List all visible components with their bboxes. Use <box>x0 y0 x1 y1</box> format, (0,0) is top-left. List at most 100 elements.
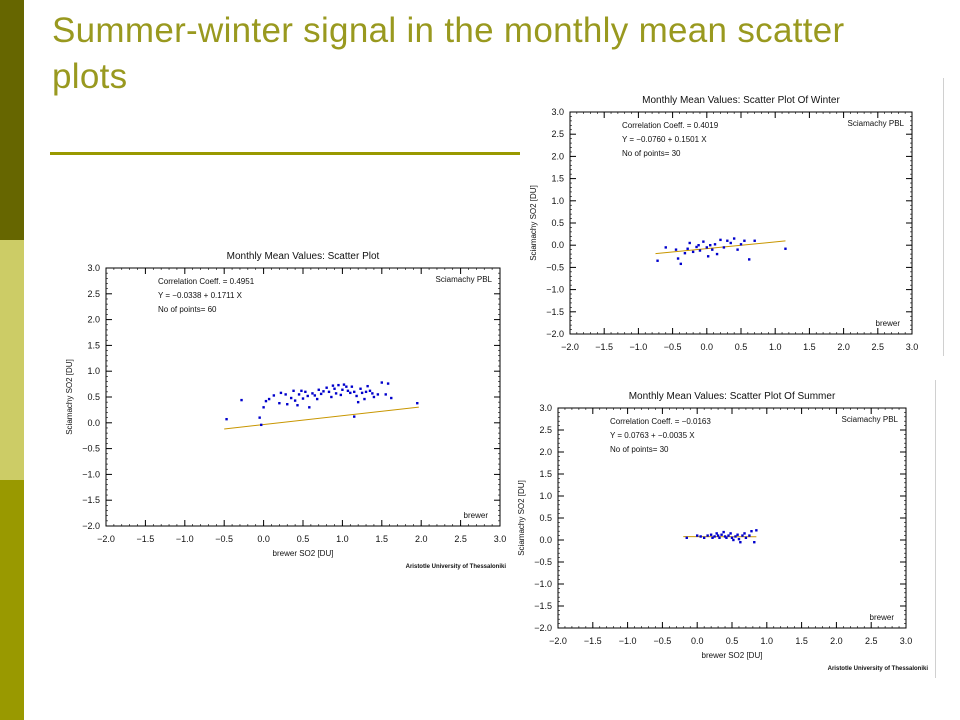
y-tick-label: −1.5 <box>82 495 100 505</box>
x-tick-label: −1.0 <box>176 534 194 544</box>
data-point <box>308 406 311 409</box>
data-point <box>363 397 366 401</box>
y-tick-label: 1.5 <box>87 340 100 350</box>
x-tick-label: 1.5 <box>795 636 808 646</box>
stats-annotation: Y = −0.0760 + 0.1501 X <box>622 135 707 144</box>
corner-label: brewer <box>870 613 895 622</box>
x-tick-label: 3.0 <box>494 534 507 544</box>
stats-annotation: No of points= 30 <box>610 445 669 454</box>
data-point <box>360 391 364 395</box>
sidebar-decoration <box>0 0 24 720</box>
data-point <box>686 247 689 250</box>
y-tick-label: 3.0 <box>551 107 564 117</box>
y-tick-label: −2.0 <box>82 521 100 531</box>
x-tick-label: −0.5 <box>654 636 672 646</box>
x-axis-label: brewer SO2 [DU] <box>273 549 334 558</box>
y-tick-label: −1.0 <box>534 579 552 589</box>
credit-label: Aristotle University of Thessaloniki <box>406 564 507 570</box>
x-tick-label: 2.0 <box>830 636 843 646</box>
data-point <box>355 394 358 398</box>
data-point <box>698 249 702 252</box>
data-point <box>688 241 691 245</box>
y-tick-label: −1.0 <box>546 285 564 295</box>
data-point <box>709 244 712 247</box>
regression-line <box>224 406 419 430</box>
stats-annotation: No of points= 30 <box>622 149 681 158</box>
data-point <box>313 394 317 397</box>
x-tick-label: −1.5 <box>595 342 613 352</box>
x-tick-label: 2.5 <box>872 342 885 352</box>
data-point <box>286 403 289 406</box>
data-point <box>753 239 756 242</box>
data-point <box>345 385 348 388</box>
y-axis-label: Sciamachy SO2 [DU] <box>529 185 538 261</box>
y-tick-label: 1.0 <box>87 366 100 376</box>
data-point <box>292 389 295 393</box>
data-point <box>696 534 699 537</box>
data-point <box>718 536 721 539</box>
plot-frame <box>557 407 907 629</box>
data-point <box>353 390 356 394</box>
data-point <box>741 534 744 537</box>
y-tick-label: 1.5 <box>539 469 552 479</box>
data-point <box>296 404 299 407</box>
x-tick-label: 0.0 <box>691 636 704 646</box>
data-point <box>349 391 352 395</box>
data-point <box>729 532 732 535</box>
data-point <box>331 384 335 387</box>
credit-label: Aristotle University of Thessaloniki <box>828 666 929 672</box>
corner-label: brewer <box>876 319 901 328</box>
data-point <box>279 391 283 395</box>
chart-title: Monthly Mean Values: Scatter Plot Of Sum… <box>629 391 836 402</box>
scatter-plot-winter: Monthly Mean Values: Scatter Plot Of Win… <box>528 88 936 358</box>
data-point <box>284 393 287 396</box>
legend-label: Sciamachy PBL <box>848 119 905 128</box>
corner-label: brewer <box>464 511 489 520</box>
data-point <box>736 248 739 251</box>
data-point <box>315 397 319 401</box>
stats-annotation: Correlation Coeff. = 0.4951 <box>158 277 255 286</box>
y-tick-label: 0.5 <box>551 218 564 228</box>
data-point <box>755 529 758 532</box>
data-point <box>727 534 730 537</box>
data-point <box>706 255 710 258</box>
data-point <box>739 243 743 246</box>
data-point <box>743 532 746 535</box>
stats-annotation: Y = −0.0338 + 0.1711 X <box>158 291 243 300</box>
y-tick-label: 1.5 <box>551 174 564 184</box>
data-point <box>342 383 346 386</box>
x-tick-label: −1.5 <box>584 636 602 646</box>
data-point <box>262 406 265 409</box>
y-axis-label: Sciamachy SO2 [DU] <box>517 480 526 556</box>
data-point <box>730 536 734 539</box>
x-tick-label: 3.0 <box>906 342 919 352</box>
data-point <box>706 534 709 537</box>
data-point <box>301 397 305 400</box>
data-point <box>306 394 309 398</box>
data-point <box>656 259 659 262</box>
data-point <box>685 536 688 539</box>
data-point <box>699 535 702 538</box>
data-point <box>683 251 687 255</box>
x-tick-label: 1.5 <box>376 534 389 544</box>
data-point <box>372 395 376 399</box>
x-tick-label: −1.5 <box>137 534 155 544</box>
data-point <box>359 387 362 390</box>
data-point <box>732 538 735 542</box>
data-point <box>322 390 325 393</box>
data-point <box>748 534 751 537</box>
data-point <box>225 417 228 421</box>
y-tick-label: −2.0 <box>534 623 552 633</box>
x-axis-label: brewer SO2 [DU] <box>702 651 763 660</box>
x-tick-label: 2.5 <box>865 636 878 646</box>
x-tick-label: 3.0 <box>900 636 913 646</box>
data-point <box>334 392 338 395</box>
data-point <box>743 239 746 242</box>
data-point <box>300 389 303 393</box>
data-point <box>364 390 368 394</box>
data-point <box>272 394 276 397</box>
y-tick-label: −1.5 <box>546 307 564 317</box>
data-point <box>709 533 713 536</box>
data-point <box>325 386 328 389</box>
x-tick-label: 0.5 <box>297 534 310 544</box>
